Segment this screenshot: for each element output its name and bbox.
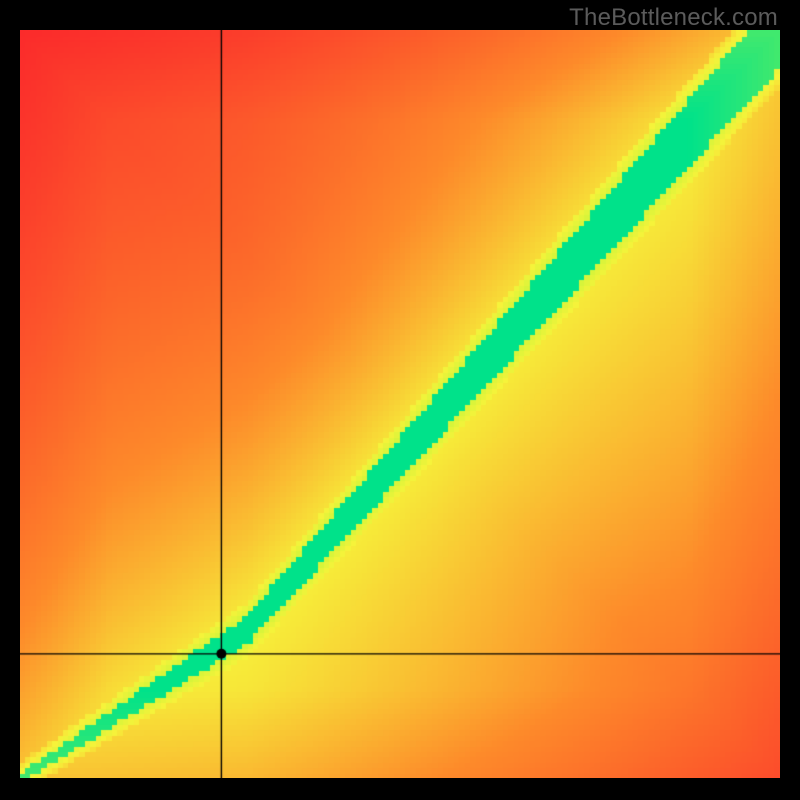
bottleneck-heatmap	[20, 30, 780, 778]
watermark-text: TheBottleneck.com	[569, 4, 778, 32]
